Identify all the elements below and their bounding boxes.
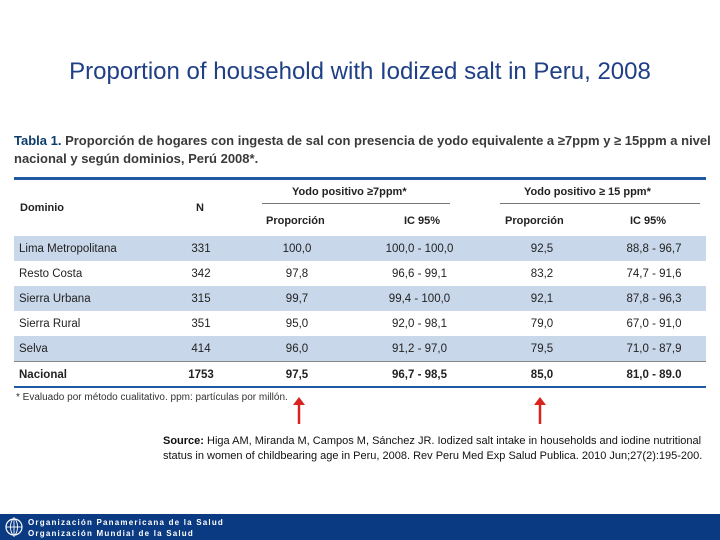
source-citation: Source: Higa AM, Miranda M, Campos M, Sá…	[163, 434, 703, 463]
header-ic95-15ppm: IC 95%	[630, 215, 667, 227]
cell-proporcion-7ppm: 99,7	[237, 286, 357, 311]
iodized-salt-table: Lima Metropolitana 331 100,0 100,0 - 100…	[14, 236, 706, 387]
cell-ic95-7ppm: 96,6 - 99,1	[392, 267, 447, 280]
footer-org-line-2: Organización Mundial de la Salud	[28, 529, 194, 538]
cell-n: 331	[165, 236, 237, 261]
cell-ic95-7ppm: 96,7 - 98,5	[357, 361, 482, 387]
cell-proporcion-7ppm: 100,0	[237, 236, 357, 261]
table-row: Selva 414 96,0 91,2 - 97,0 79,5 71,0 - 8…	[14, 336, 706, 362]
table-bottom-rule	[14, 386, 706, 388]
table-footnote: * Evaluado por método cualitativo. ppm: …	[16, 392, 288, 403]
cell-ic95-15ppm: 88,8 - 96,7	[602, 236, 706, 261]
cell-dominio: Nacional	[14, 361, 165, 387]
cell-ic95-15ppm: 81,0 - 89.0	[602, 361, 706, 387]
cell-dominio: Resto Costa	[19, 267, 83, 280]
table-row: Sierra Urbana 315 99,7 99,4 - 100,0 92,1…	[14, 286, 706, 311]
cell-ic95-7ppm: 92,0 - 98,1	[392, 317, 447, 330]
cell-proporcion-15ppm: 79,5	[482, 336, 602, 362]
cell-ic95-7ppm: 91,2 - 97,0	[357, 336, 482, 362]
cell-proporcion-15ppm: 92,1	[482, 286, 602, 311]
cell-proporcion-7ppm: 97,8	[285, 267, 309, 280]
cell-n: 1753	[165, 361, 237, 387]
table-row: Lima Metropolitana 331 100,0 100,0 - 100…	[14, 236, 706, 261]
table-top-rule	[14, 177, 706, 180]
source-text: Higa AM, Miranda M, Campos M, Sánchez JR…	[163, 435, 703, 462]
cell-proporcion-15ppm: 92,5	[482, 236, 602, 261]
cell-proporcion-15ppm: 85,0	[482, 361, 602, 387]
cell-ic95-15ppm: 67,0 - 91,0	[626, 317, 682, 330]
table-row: Sierra Rural 351 95,0 92,0 - 98,1 79,0 6…	[14, 311, 706, 336]
cell-n: 351	[191, 317, 211, 330]
slide-title: Proportion of household with Iodized sal…	[69, 58, 651, 85]
table-caption: Tabla 1. Proporción de hogares con inges…	[14, 132, 711, 168]
arrow-up-icon	[534, 397, 546, 424]
header-ic95-7ppm: IC 95%	[404, 215, 441, 227]
cell-dominio: Selva	[14, 336, 165, 362]
header-group-7ppm-rule	[262, 203, 450, 204]
cell-ic95-15ppm: 87,8 - 96,3	[602, 286, 706, 311]
header-n: N	[196, 202, 204, 214]
caption-text-2: nacional y según dominios, Perú 2008*.	[14, 151, 259, 166]
cell-ic95-7ppm: 100,0 - 100,0	[357, 236, 482, 261]
cell-dominio: Sierra Urbana	[14, 286, 165, 311]
cell-proporcion-7ppm: 96,0	[237, 336, 357, 362]
header-proporcion-15ppm: Proporción	[505, 215, 564, 227]
header-proporcion-7ppm: Proporción	[266, 215, 325, 227]
cell-proporcion-15ppm: 83,2	[530, 267, 554, 280]
cell-ic95-15ppm: 71,0 - 87,9	[602, 336, 706, 362]
cell-n: 414	[165, 336, 237, 362]
footer-bar: Organización Panamericana de la Salud Or…	[0, 514, 720, 540]
source-label: Source:	[163, 435, 204, 447]
globe-logo-icon	[5, 517, 23, 537]
header-group-15ppm-rule	[500, 203, 700, 204]
arrow-up-icon	[293, 397, 305, 424]
cell-proporcion-7ppm: 97,5	[237, 361, 357, 387]
footer-org-line-1: Organización Panamericana de la Salud	[28, 518, 225, 527]
cell-proporcion-7ppm: 95,0	[285, 317, 309, 330]
table-label: Tabla 1.	[14, 133, 62, 148]
header-group-15ppm: Yodo positivo ≥ 15 ppm*	[524, 186, 651, 198]
cell-proporcion-15ppm: 79,0	[530, 317, 554, 330]
cell-ic95-15ppm: 74,7 - 91,6	[626, 267, 682, 280]
table-row: Resto Costa 342 97,8 96,6 - 99,1 83,2 74…	[14, 261, 706, 286]
cell-n: 315	[165, 286, 237, 311]
cell-dominio: Lima Metropolitana	[14, 236, 165, 261]
caption-line-1: Tabla 1. Proporción de hogares con inges…	[14, 132, 711, 150]
cell-dominio: Sierra Rural	[19, 317, 81, 330]
table-row-total: Nacional 1753 97,5 96,7 - 98,5 85,0 81,0…	[14, 361, 706, 387]
header-group-7ppm: Yodo positivo ≥7ppm*	[292, 186, 407, 198]
caption-text-1: Proporción de hogares con ingesta de sal…	[65, 133, 711, 148]
cell-n: 342	[191, 267, 211, 280]
header-dominio: Dominio	[20, 202, 64, 214]
cell-ic95-7ppm: 99,4 - 100,0	[357, 286, 482, 311]
